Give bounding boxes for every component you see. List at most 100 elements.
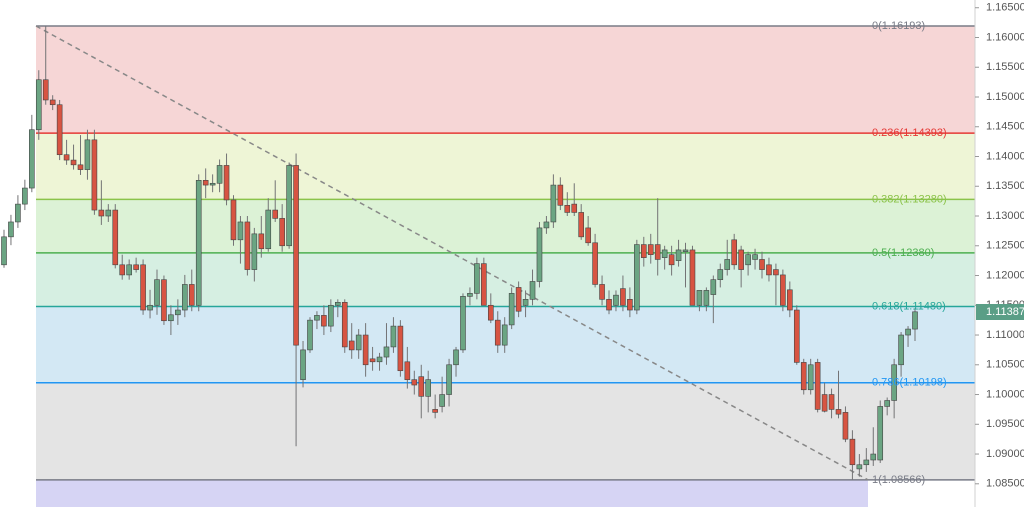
last-price-box [976, 303, 1024, 320]
candle-body [508, 293, 515, 326]
candle-body [905, 328, 911, 336]
candle-body [710, 279, 717, 295]
candle-body [29, 129, 35, 189]
y-tick-label: 1.10000 [986, 388, 1024, 400]
y-tick-label: 1.16000 [986, 31, 1024, 43]
candle-body [564, 204, 571, 213]
candle-body [355, 334, 362, 351]
candle-body [439, 394, 445, 407]
candle-body [807, 364, 814, 391]
candle-body [77, 164, 84, 170]
candle-body [787, 289, 793, 311]
candle-body [884, 400, 890, 407]
candle-body [634, 244, 640, 311]
candle-body [627, 299, 633, 311]
y-tick-label: 1.16500 [986, 2, 1024, 14]
trend-line [35, 25, 869, 481]
candle-body [766, 264, 772, 276]
y-tick-label: 1.12500 [986, 240, 1024, 252]
candle-body [133, 264, 139, 270]
candle-body [585, 227, 591, 244]
candle-body [620, 288, 626, 306]
candle-body [912, 311, 918, 330]
candle-body [675, 249, 682, 261]
candle-body [286, 165, 292, 247]
candle-body [689, 249, 696, 306]
candle-body [63, 154, 70, 161]
candle-body [272, 209, 279, 219]
fib-zone [36, 479, 868, 507]
candle-body [418, 376, 425, 397]
candle-body [168, 314, 174, 322]
candle-body [376, 356, 383, 363]
candle-body [522, 299, 529, 306]
candle-body [640, 244, 647, 258]
candle-body [307, 319, 313, 351]
candle-body [731, 239, 737, 266]
fib-zone [36, 133, 975, 200]
candle-body [515, 287, 522, 312]
fib-zone [36, 252, 975, 307]
candle-body [745, 254, 751, 266]
candle-body [425, 379, 432, 397]
candle-body [126, 264, 132, 276]
fib-label: 0.786(1.10198) [872, 377, 947, 389]
fib-label: 0.618(1.11480) [872, 300, 946, 312]
candle-body [161, 279, 167, 322]
candle-body [724, 259, 731, 270]
y-tick-label: 1.14000 [986, 150, 1024, 162]
candle-body [140, 264, 146, 311]
fib-label: 0(1.16193) [872, 20, 925, 32]
candle-body [647, 244, 654, 255]
candle-body [314, 315, 320, 321]
fib-label: 0.236(1.14393) [872, 127, 947, 139]
candle-body [202, 180, 209, 186]
candle-body [613, 294, 619, 306]
candle-body [835, 409, 842, 415]
candle-body [84, 139, 91, 170]
candle-body [293, 165, 299, 346]
candle-body [863, 459, 870, 466]
candle-body [383, 346, 390, 358]
candle-body [348, 340, 355, 351]
candle-body [821, 394, 828, 412]
candle-body [592, 242, 598, 285]
candle-body [49, 99, 56, 106]
y-tick-label: 1.08500 [986, 478, 1024, 490]
candle-body [696, 290, 703, 306]
candle-body [891, 364, 897, 401]
candle-body [717, 269, 724, 280]
y-tick-label: 1.10500 [986, 359, 1024, 371]
candle-body [849, 438, 856, 466]
candle-body [668, 254, 675, 266]
candle-body [209, 182, 216, 186]
candle-body [98, 209, 105, 217]
candle-body [661, 249, 668, 258]
candle-body [230, 199, 237, 241]
candle-body [828, 394, 835, 410]
candle-body [557, 184, 564, 206]
candle-body [759, 259, 765, 270]
fib-label: 0.5(1.12380) [872, 247, 934, 259]
candle-body [70, 159, 77, 166]
candle-body [543, 221, 550, 229]
y-tick-label: 1.15500 [986, 61, 1024, 73]
candle-body [237, 221, 244, 241]
candle-body [35, 79, 42, 131]
candle-body [738, 249, 744, 270]
candle-body [800, 362, 807, 391]
candle-body [258, 233, 265, 250]
candle-body [188, 284, 195, 306]
candle-body [814, 362, 821, 410]
plot: 0(1.16193) 0.236(1.14393) 0.382(1.13280) 0.… [1, 20, 975, 486]
candle-body [529, 281, 536, 300]
candle-body [856, 464, 863, 470]
candle-body [328, 304, 334, 327]
candle-body [8, 221, 14, 238]
candle-body [362, 334, 369, 366]
candle-body [654, 244, 661, 260]
candle-body [898, 334, 904, 366]
candle-body [536, 227, 543, 282]
candle-body [487, 304, 494, 321]
